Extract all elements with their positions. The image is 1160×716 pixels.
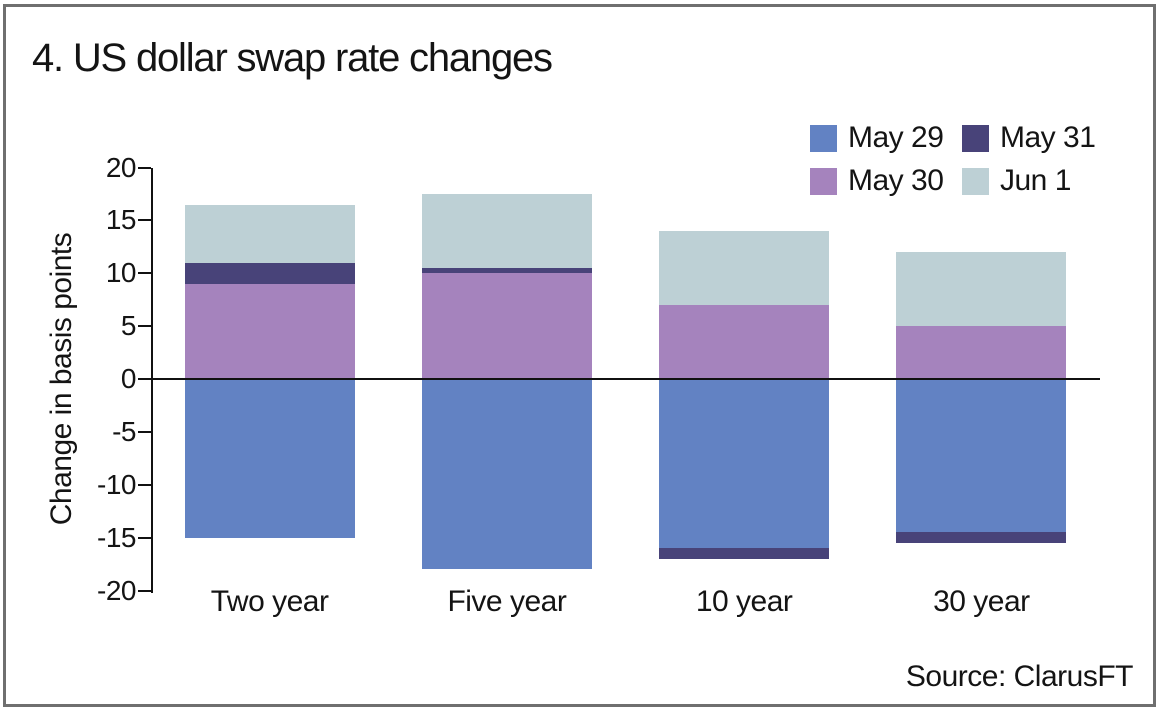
- y-axis-tick: [138, 483, 151, 486]
- zero-baseline: [151, 378, 1100, 380]
- bar-segment: [421, 273, 592, 379]
- bar-segment: [659, 379, 830, 549]
- legend-swatch-may-30-icon: [810, 167, 837, 195]
- bar-segment: [896, 252, 1067, 327]
- legend: May 29 May 31 May 30 Jun 1: [810, 121, 1096, 197]
- y-tick-label: -15: [97, 521, 136, 553]
- legend-label-may-30: May 30: [848, 164, 944, 197]
- y-tick-label: 0: [120, 363, 137, 394]
- bar-segment: [659, 230, 830, 305]
- x-category-label: 30 year: [933, 585, 1030, 618]
- y-axis-tick: [138, 430, 151, 433]
- y-axis-tick: [138, 219, 151, 222]
- y-axis-tick: [138, 272, 151, 275]
- x-category-label: Five year: [447, 585, 567, 618]
- bar-segment: [421, 193, 592, 268]
- legend-item-jun-1: Jun 1: [962, 164, 1095, 197]
- y-tick-label: 10: [105, 257, 137, 289]
- legend-swatch-jun-1-icon: [962, 167, 989, 195]
- y-tick-label: -20: [97, 574, 136, 606]
- y-axis-tick: [138, 536, 151, 539]
- y-axis-tick: [138, 589, 151, 592]
- bar-segment: [421, 267, 592, 274]
- legend-item-may-29: May 29: [810, 121, 960, 154]
- y-axis-tick: [138, 166, 151, 169]
- legend-item-may-30: May 30: [810, 164, 960, 197]
- bar-segment: [421, 379, 592, 570]
- source-caption: Source: ClarusFT: [905, 660, 1134, 693]
- bar-segment: [896, 379, 1067, 533]
- bar-segment: [184, 204, 355, 263]
- bar-segment: [659, 548, 830, 559]
- y-tick-label: 15: [105, 204, 137, 236]
- legend-label-may-31: May 31: [1000, 121, 1096, 154]
- chart-title: 4. US dollar swap rate changes: [32, 36, 553, 80]
- legend-label-may-29: May 29: [848, 121, 944, 154]
- y-axis-tick: [138, 378, 151, 380]
- bar-segment: [184, 379, 355, 538]
- legend-item-may-31: May 31: [962, 121, 1096, 154]
- bar-segment: [659, 304, 830, 379]
- y-axis-tick: [138, 325, 151, 328]
- legend-swatch-may-31-icon: [962, 124, 989, 152]
- y-tick-label: 20: [105, 151, 137, 183]
- y-axis-line: [151, 167, 153, 593]
- x-category-label: Two year: [210, 585, 329, 618]
- legend-label-jun-1: Jun 1: [1000, 164, 1071, 197]
- y-tick-label: -5: [112, 415, 136, 447]
- bar-segment: [184, 283, 355, 379]
- bar-segment: [184, 262, 355, 284]
- y-tick-label: -10: [97, 468, 136, 500]
- bar-segment: [896, 532, 1067, 543]
- x-category-label: 10 year: [695, 585, 793, 618]
- legend-swatch-may-29-icon: [810, 124, 837, 152]
- bar-segment: [896, 326, 1067, 379]
- y-tick-label: 5: [120, 310, 137, 342]
